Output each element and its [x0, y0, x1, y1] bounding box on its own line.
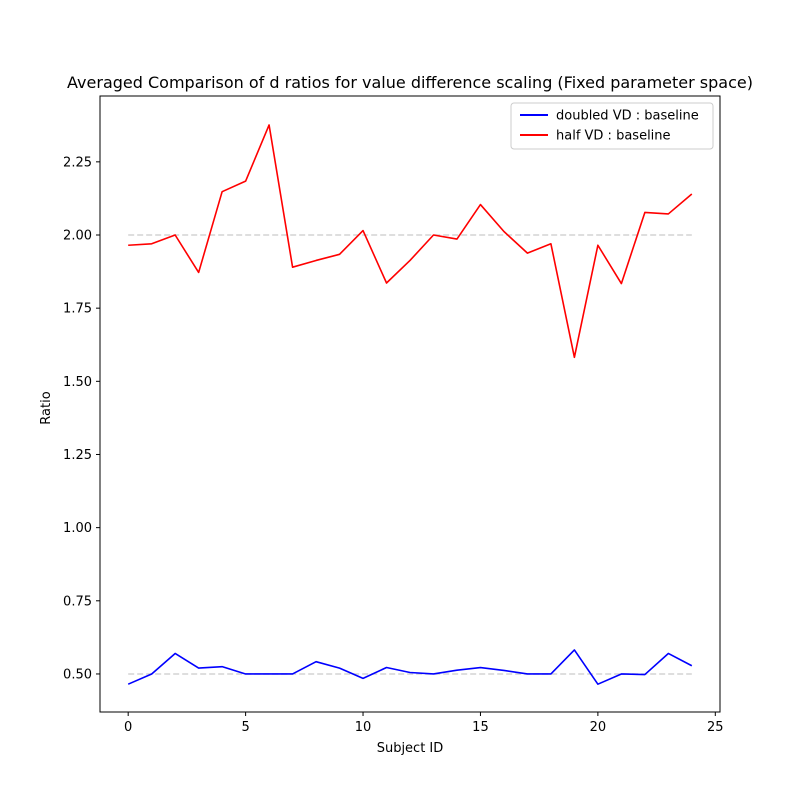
y-tick-label: 2.25 — [63, 155, 92, 170]
x-tick-label: 25 — [707, 720, 724, 735]
y-tick-label: 0.50 — [63, 667, 92, 682]
series-line-1 — [128, 124, 693, 359]
y-tick-label: 2.00 — [63, 229, 92, 244]
y-tick-label: 1.50 — [63, 375, 92, 390]
legend-label-1: half VD : baseline — [556, 129, 671, 144]
reference-lines — [128, 234, 692, 675]
x-tick-label: 20 — [590, 720, 607, 735]
x-tick-label: 5 — [241, 720, 249, 735]
x-tick-label: 10 — [355, 720, 372, 735]
x-tick-label: 0 — [124, 720, 132, 735]
y-tick-label: 0.75 — [63, 594, 92, 609]
x-axis-label: Subject ID — [377, 741, 444, 756]
series-line-0 — [127, 649, 693, 686]
y-tick-label: 1.25 — [63, 448, 92, 463]
y-axis-label: Ratio — [39, 391, 54, 424]
legend-box — [510, 102, 714, 150]
x-axis: 0 5 10 15 20 25 — [124, 712, 724, 735]
y-axis: 0.50 0.75 1.00 1.25 1.50 1.75 2.00 2.25 — [63, 155, 100, 682]
plot-frame — [99, 95, 721, 713]
y-tick-label: 1.75 — [63, 302, 92, 317]
legend-label-0: doubled VD : baseline — [556, 109, 699, 124]
x-tick-label: 15 — [472, 720, 489, 735]
series-lines — [127, 124, 693, 686]
chart-title: Averaged Comparison of d ratios for valu… — [67, 73, 753, 92]
legend: doubled VD : baseline half VD : baseline — [510, 102, 714, 150]
y-tick-label: 1.00 — [63, 521, 92, 536]
